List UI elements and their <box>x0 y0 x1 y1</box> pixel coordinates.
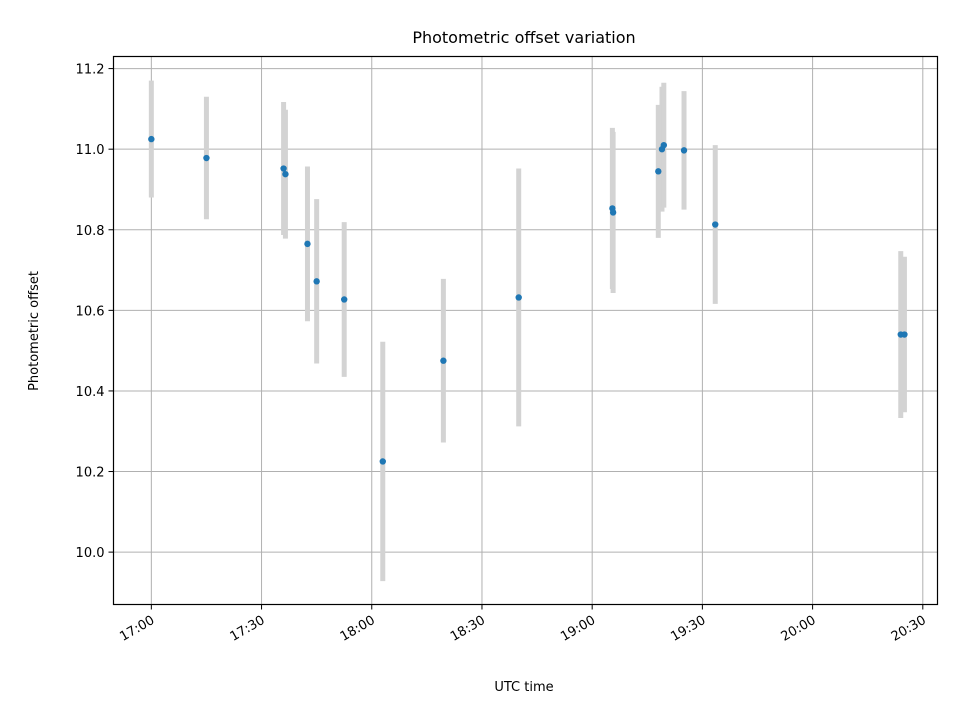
x-tick-label: 18:00 <box>338 613 378 645</box>
y-tick-label: 10.8 <box>76 224 105 239</box>
data-point <box>341 296 348 303</box>
x-tick-label: 20:00 <box>779 613 819 645</box>
data-point <box>148 135 155 143</box>
y-tick-label: 11.2 <box>76 63 105 78</box>
data-point <box>379 458 386 465</box>
x-tick-label: 19:00 <box>558 613 598 645</box>
data-point <box>680 147 688 154</box>
data-point <box>203 154 210 162</box>
error-bars <box>148 80 907 582</box>
data-point <box>280 165 287 172</box>
x-tick-label: 20:30 <box>889 613 929 645</box>
data-point <box>655 168 662 175</box>
data-point <box>712 221 719 228</box>
y-tick-label: 10.4 <box>76 385 105 400</box>
y-tick-label: 10.2 <box>76 466 105 481</box>
x-tick-label: 18:30 <box>448 613 488 645</box>
x-tick-label: 17:30 <box>228 613 268 645</box>
data-point <box>609 209 617 216</box>
data-point <box>515 294 522 301</box>
x-axis-ticks: 17:00 17:30 18:00 18:30 19:00 19:30 20:00 20:30 <box>117 604 929 645</box>
x-tick-label: 19:30 <box>668 613 708 645</box>
data-point <box>440 357 447 364</box>
x-tick-label: 17:00 <box>117 613 157 645</box>
plot-frame <box>112 55 939 606</box>
y-tick-label: 11.0 <box>76 143 105 158</box>
data-point <box>313 278 320 285</box>
x-axis-label: UTC time <box>494 680 553 695</box>
y-tick-label: 10.6 <box>76 304 105 319</box>
data-point <box>901 331 908 338</box>
data-point <box>660 141 668 149</box>
data-point <box>304 240 311 248</box>
y-axis-ticks: 10.0 10.2 10.4 10.6 10.8 11.0 11.2 <box>76 63 114 561</box>
grid <box>113 56 938 605</box>
data-points <box>148 135 908 465</box>
data-point <box>282 170 289 178</box>
y-axis-label: Photometric offset <box>27 271 42 391</box>
y-tick-label: 10.0 <box>76 546 105 561</box>
chart-title: Photometric offset variation <box>412 28 635 47</box>
